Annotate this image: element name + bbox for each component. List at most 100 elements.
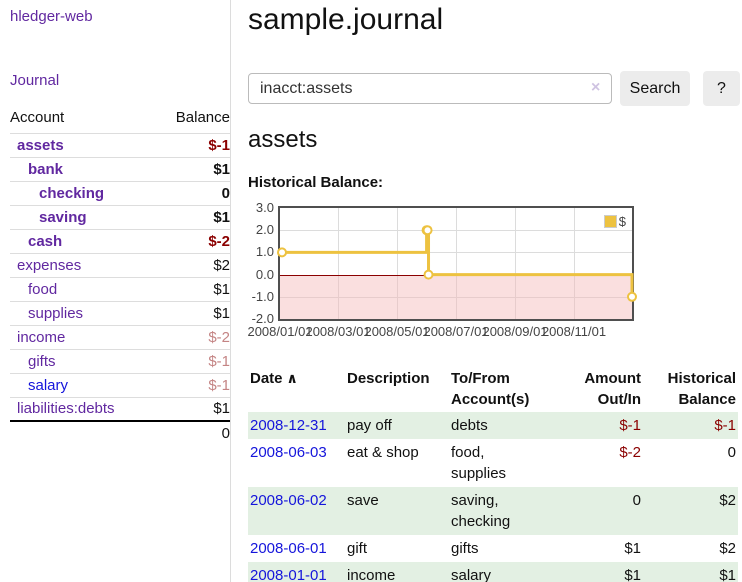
register-amount: $-1	[619, 417, 641, 434]
account-link[interactable]: cash	[28, 232, 63, 250]
account-balance: $-1	[154, 348, 230, 373]
account-column-header: Account	[10, 109, 65, 127]
y-axis-label: 0.0	[255, 267, 274, 282]
account-row: assets $-1	[10, 132, 230, 157]
sidebar: hledger-web Journal Account Balance asse…	[0, 0, 231, 582]
data-point-marker	[627, 291, 637, 302]
sort-asc-icon: ∧	[286, 370, 298, 386]
register-amount: 0	[632, 492, 641, 509]
help-button[interactable]: ?	[703, 71, 740, 106]
register-description: save	[347, 492, 379, 509]
total-balance: 0	[154, 420, 230, 445]
account-link[interactable]: liabilities:debts	[17, 400, 115, 418]
y-axis-label: 1.0	[255, 244, 274, 259]
account-link[interactable]: salary	[28, 376, 69, 394]
page-title: sample.journal	[248, 3, 444, 36]
register-row: 2008-06-03 eat & shop food, supplies $-2…	[248, 439, 738, 487]
data-point-marker	[422, 225, 433, 236]
description-column-header: Description	[347, 370, 430, 387]
chart-plot-area: $	[277, 206, 637, 321]
register-row: 2008-01-01 income salary $1 $1	[248, 562, 738, 582]
account-balance: $-2	[154, 324, 230, 349]
register-accounts: saving, checking	[451, 492, 511, 530]
account-row: bank $1	[10, 156, 230, 181]
search-button[interactable]: Search	[620, 71, 690, 106]
account-link[interactable]: gifts	[28, 352, 56, 370]
chart-title: Historical Balance:	[248, 174, 384, 191]
tofrom-column-header: To/From Account(s)	[451, 370, 530, 408]
historical-balance-column-header: Historical Balance	[667, 370, 736, 408]
register-amount: $-2	[619, 444, 641, 461]
account-row: income $-2	[10, 324, 230, 349]
account-balance: 0	[154, 180, 230, 205]
account-balance: $1	[154, 156, 230, 181]
register-row: 2008-12-31 pay off debts $-1 $-1	[248, 412, 738, 439]
register-date-link[interactable]: 2008-12-31	[250, 417, 327, 434]
register-date-link[interactable]: 2008-01-01	[250, 567, 327, 582]
register-balance: $2	[719, 492, 736, 509]
y-axis-label: -2.0	[251, 311, 274, 326]
register-date-link[interactable]: 2008-06-02	[250, 492, 327, 509]
register-amount: $1	[624, 540, 641, 557]
account-link[interactable]: supplies	[28, 304, 84, 322]
account-link[interactable]: bank	[28, 160, 64, 178]
register-date-link[interactable]: 2008-06-03	[250, 444, 327, 461]
register-table: Date ∧ Description To/From Account(s) Amou…	[248, 366, 738, 582]
total-spacer	[10, 420, 155, 445]
amount-column-header: Amount Out/In	[584, 370, 641, 408]
account-row: checking 0	[10, 180, 230, 205]
gridline	[338, 208, 339, 319]
register-date-link[interactable]: 2008-06-01	[250, 540, 327, 557]
account-balance: $-2	[154, 228, 230, 253]
balance-line	[277, 225, 637, 302]
search-form: × Search ?	[248, 71, 740, 106]
account-row: saving $1	[10, 204, 230, 229]
account-balance: $1	[154, 396, 230, 421]
gridline	[456, 208, 457, 319]
account-row: cash $-2	[10, 228, 230, 253]
clear-search-icon[interactable]: ×	[591, 79, 601, 96]
account-balance: $-1	[154, 132, 230, 157]
data-point-marker	[423, 269, 434, 280]
register-description: gift	[347, 540, 368, 557]
main-content: sample.journal × Search ? assets Histori…	[232, 0, 742, 582]
y-axis-label: -1.0	[251, 289, 274, 304]
account-link[interactable]: income	[17, 328, 66, 346]
account-balance: $-1	[154, 372, 230, 397]
account-link[interactable]: expenses	[17, 256, 82, 274]
register-accounts: gifts	[451, 540, 479, 557]
balance-column-header: Balance	[175, 109, 230, 127]
account-link[interactable]: food	[28, 280, 58, 298]
x-axis-label: 2008/11/01	[541, 324, 607, 339]
register-accounts: food, supplies	[451, 444, 507, 482]
register-description: eat & shop	[347, 444, 419, 461]
sidebar-item-journal[interactable]: Journal	[10, 72, 60, 89]
account-link[interactable]: assets	[17, 136, 64, 154]
x-axis-label: 2008/07/01	[423, 324, 489, 339]
register-row: 2008-06-02 save saving, checking 0 $2	[248, 487, 738, 535]
account-row: food $1	[10, 276, 230, 301]
register-balance: 0	[727, 444, 736, 461]
search-input[interactable]	[248, 73, 612, 104]
legend-label: $	[618, 214, 626, 229]
gridline	[397, 208, 398, 319]
gridline	[574, 208, 575, 319]
x-axis-label: 2008/03/01	[305, 324, 371, 339]
register-accounts: debts	[451, 417, 488, 434]
account-balance: $1	[154, 276, 230, 301]
register-description: income	[347, 567, 396, 582]
brand-link[interactable]: hledger-web	[10, 8, 93, 25]
register-balance: $-1	[714, 417, 736, 434]
account-balance: $1	[154, 300, 230, 325]
account-link[interactable]: saving	[39, 208, 87, 226]
account-row: salary $-1	[10, 372, 230, 397]
register-header-row: Date ∧ Description To/From Account(s) Amou…	[248, 366, 738, 412]
negative-region	[280, 275, 632, 319]
chart-plot-inner	[277, 208, 637, 319]
register-description: pay off	[347, 417, 392, 434]
account-link[interactable]: checking	[39, 184, 105, 202]
x-axis-label: 2008/09/01	[482, 324, 548, 339]
date-column-header[interactable]: Date ∧	[248, 366, 345, 412]
register-table-body: 2008-12-31 pay off debts $-1 $-1 2008-06…	[248, 412, 738, 582]
